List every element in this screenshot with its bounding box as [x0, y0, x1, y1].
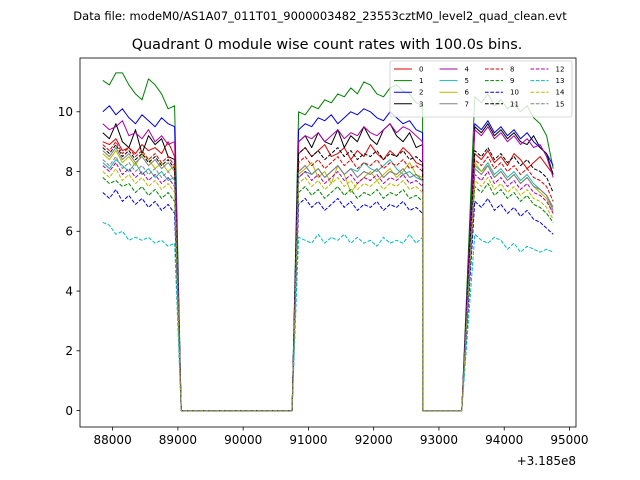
- series-line-15: [102, 156, 554, 412]
- x-tick-label: 91000: [289, 433, 327, 447]
- x-offset-label: +3.185e8: [517, 454, 576, 468]
- series-line-6: [102, 150, 554, 412]
- series-line-9: [102, 177, 554, 412]
- legend-label-5: 5: [465, 77, 469, 85]
- x-tick-label: 88000: [94, 433, 132, 447]
- axes: 88000 89000 90000 91000 92000 93000 94000 95000…: [58, 57, 589, 447]
- chart-title: Quadrant 0 module wise count rates with …: [132, 37, 523, 53]
- legend-box: [389, 60, 573, 118]
- legend-label-10: 10: [510, 89, 519, 97]
- y-tick-label: 2: [65, 344, 73, 358]
- series-line-12: [102, 162, 554, 412]
- legend-label-6: 6: [465, 89, 470, 97]
- series-line-4: [102, 120, 554, 412]
- x-tick-label: 94000: [485, 433, 523, 447]
- series-line-10: [102, 189, 554, 412]
- plot-frame: [79, 57, 577, 428]
- series-line-14: [102, 168, 554, 412]
- x-tick-label: 93000: [420, 433, 458, 447]
- series-line-3: [102, 123, 554, 412]
- y-tick-label: 8: [65, 165, 73, 179]
- legend-label-11: 11: [510, 100, 519, 108]
- y-tick-label: 10: [58, 105, 73, 119]
- chart-suptitle: Data file: modeM0/AS1A07_011T01_90000034…: [73, 9, 567, 23]
- x-tick-label: 92000: [355, 433, 393, 447]
- series-line-13: [102, 221, 554, 412]
- x-tick-label: 95000: [550, 433, 588, 447]
- series-line-2: [102, 105, 554, 412]
- y-tick-label: 6: [65, 225, 73, 239]
- series-line-5: [102, 159, 554, 412]
- legend-label-0: 0: [419, 66, 423, 74]
- legend-label-13: 13: [556, 77, 565, 85]
- legend-label-15: 15: [556, 100, 565, 108]
- plot-lines: [102, 72, 554, 412]
- series-line-8: [102, 141, 554, 412]
- legend-label-12: 12: [556, 66, 565, 74]
- x-tick-label: 89000: [159, 433, 197, 447]
- x-tick-label: 90000: [224, 433, 262, 447]
- y-tick-label: 0: [65, 404, 73, 418]
- series-line-11: [102, 144, 554, 412]
- legend-label-7: 7: [465, 100, 469, 108]
- legend-label-8: 8: [510, 66, 514, 74]
- legend-label-4: 4: [465, 66, 470, 74]
- legend-label-14: 14: [556, 89, 565, 97]
- legend-label-9: 9: [510, 77, 514, 85]
- legend-label-3: 3: [419, 100, 423, 108]
- legend-label-2: 2: [419, 89, 423, 97]
- y-tick-label: 4: [65, 284, 73, 298]
- series-line-0: [102, 138, 554, 412]
- legend-label-1: 1: [419, 77, 423, 85]
